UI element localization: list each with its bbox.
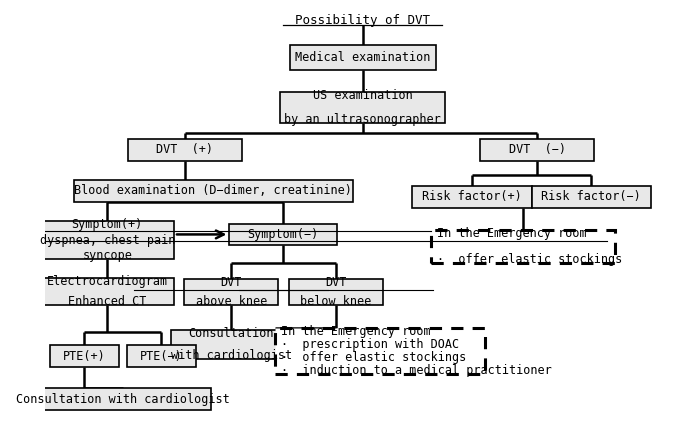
Text: Medical examination: Medical examination — [295, 51, 430, 64]
Text: syncope: syncope — [83, 249, 133, 262]
Text: DVT: DVT — [221, 276, 242, 289]
FancyBboxPatch shape — [184, 279, 278, 305]
Text: Electrocardiogram: Electrocardiogram — [46, 275, 168, 288]
Text: DVT  (+): DVT (+) — [156, 143, 213, 157]
Text: DVT: DVT — [325, 276, 347, 289]
FancyBboxPatch shape — [74, 180, 353, 202]
FancyBboxPatch shape — [280, 92, 445, 123]
Text: Enhanced CT: Enhanced CT — [68, 295, 147, 307]
Text: PTE(−): PTE(−) — [140, 350, 182, 363]
FancyBboxPatch shape — [40, 277, 174, 305]
FancyBboxPatch shape — [171, 330, 291, 359]
FancyBboxPatch shape — [289, 279, 383, 305]
Text: Symptom(+): Symptom(+) — [72, 218, 143, 231]
Text: US examination: US examination — [313, 89, 413, 101]
FancyBboxPatch shape — [290, 45, 436, 70]
Text: DVT  (−): DVT (−) — [509, 143, 566, 157]
Text: ·  prescription with DOAC: · prescription with DOAC — [281, 338, 460, 351]
FancyBboxPatch shape — [412, 186, 531, 208]
Text: PTE(+): PTE(+) — [63, 350, 106, 363]
FancyBboxPatch shape — [430, 230, 615, 263]
FancyBboxPatch shape — [275, 328, 485, 374]
Text: Blood examination (D−dimer, creatinine): Blood examination (D−dimer, creatinine) — [74, 184, 352, 198]
Text: ·  offer elastic stockings: · offer elastic stockings — [281, 351, 466, 364]
Text: dyspnea, chest pain: dyspnea, chest pain — [40, 234, 175, 247]
Text: Symptom(−): Symptom(−) — [248, 228, 319, 241]
Text: Consultation with cardiologist: Consultation with cardiologist — [16, 392, 229, 406]
FancyBboxPatch shape — [40, 221, 174, 259]
FancyBboxPatch shape — [50, 345, 119, 367]
Text: above knee: above knee — [195, 295, 267, 307]
Text: with cardiologist: with cardiologist — [171, 349, 292, 362]
Text: by an ultrasonographer: by an ultrasonographer — [284, 113, 441, 126]
FancyBboxPatch shape — [229, 224, 337, 245]
Text: below knee: below knee — [301, 295, 372, 307]
FancyBboxPatch shape — [127, 345, 195, 367]
FancyBboxPatch shape — [33, 388, 212, 410]
Text: In the Emergency room: In the Emergency room — [437, 227, 587, 240]
Text: In the Emergency room: In the Emergency room — [281, 325, 431, 338]
Text: ·  induction to a medical practitioner: · induction to a medical practitioner — [281, 364, 552, 377]
FancyBboxPatch shape — [480, 139, 594, 161]
Text: ·  offer elastic stockings: · offer elastic stockings — [437, 253, 622, 266]
Text: Risk factor(−): Risk factor(−) — [542, 191, 641, 203]
FancyBboxPatch shape — [128, 139, 242, 161]
Text: Risk factor(+): Risk factor(+) — [422, 191, 522, 203]
Text: Possibility of DVT: Possibility of DVT — [295, 14, 430, 27]
FancyBboxPatch shape — [531, 186, 651, 208]
Text: Consultation: Consultation — [189, 327, 274, 340]
